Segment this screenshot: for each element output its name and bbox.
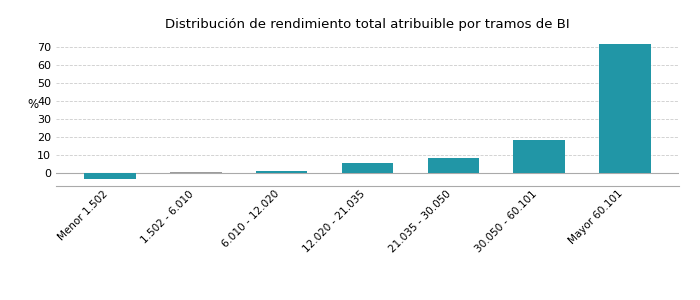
Bar <box>342 163 393 173</box>
Title: Distribución de rendimiento total atribuible por tramos de BI: Distribución de rendimiento total atribu… <box>165 18 570 31</box>
Bar <box>170 172 222 173</box>
Bar <box>256 171 307 173</box>
Bar <box>428 158 479 173</box>
Bar <box>513 140 565 173</box>
Bar <box>84 173 136 179</box>
Bar <box>599 44 651 173</box>
Y-axis label: %: % <box>27 98 38 111</box>
